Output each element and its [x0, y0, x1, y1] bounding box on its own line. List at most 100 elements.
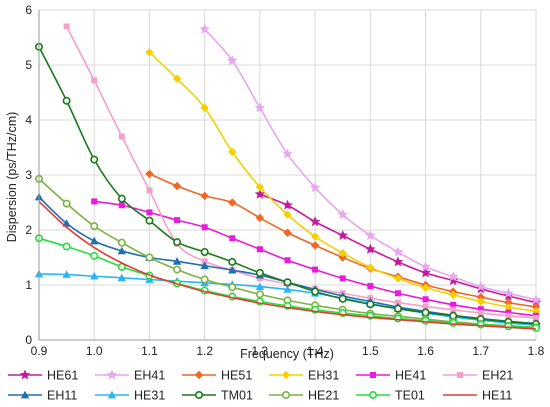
data-point-eh21 [450, 306, 457, 313]
data-point-he41 [312, 266, 319, 273]
y-axis-title: Dispersion (ps/THz/cm) [5, 112, 19, 243]
data-point-tm01 [90, 155, 99, 164]
legend-label: HE11 [482, 389, 512, 403]
data-point-eh41 [199, 23, 211, 34]
data-point-te01 [62, 242, 71, 251]
legend-item-eh41: EH41 [95, 369, 165, 383]
y-tick-label: 1 [25, 278, 32, 292]
data-point-tm01 [311, 287, 320, 296]
data-point-eh31 [476, 297, 485, 306]
legend-item-he31: HE31 [95, 389, 165, 403]
data-point-eh21 [422, 303, 429, 310]
data-point-eh31 [504, 302, 513, 312]
data-point-eh11 [90, 236, 99, 245]
data-point-eh41 [420, 261, 431, 272]
data-point-eh41 [337, 208, 349, 220]
data-point-he51 [228, 198, 237, 207]
legend-label: EH41 [134, 369, 165, 383]
x-tick-label: 1.7 [472, 344, 489, 358]
x-tick-label: 1.4 [307, 344, 324, 358]
data-point-he51 [283, 228, 292, 237]
data-point-te01 [476, 320, 485, 329]
data-point-te01 [504, 322, 513, 331]
data-point-he51 [200, 191, 209, 201]
data-point-eh11 [228, 265, 237, 274]
legend-label: HE41 [395, 369, 426, 383]
data-point-eh11 [172, 257, 182, 265]
legend-swatch-marker [194, 370, 204, 380]
data-point-eh31 [255, 182, 265, 192]
data-point-he41 [256, 246, 263, 253]
data-point-he21 [145, 253, 154, 262]
data-point-he51 [310, 241, 320, 250]
data-point-he61 [309, 216, 321, 227]
data-point-tm01 [255, 268, 264, 277]
data-point-eh21 [477, 310, 484, 317]
data-point-eh31 [145, 48, 154, 57]
legend-swatch-marker [281, 390, 290, 399]
legend-item-eh21: EH21 [443, 369, 513, 383]
x-tick-label: 1.8 [528, 344, 545, 358]
legend-item-te01: TE01 [356, 389, 425, 403]
legend-swatch-marker [195, 390, 204, 399]
series-he61 [254, 188, 542, 308]
data-point-he51 [476, 292, 485, 302]
data-point-he51 [145, 169, 154, 179]
data-point-eh31 [338, 248, 347, 258]
data-point-eh41 [364, 229, 376, 241]
y-tick-label: 5 [25, 58, 32, 72]
data-point-he61 [392, 256, 404, 267]
data-point-eh31 [448, 290, 458, 300]
x-tick-label: 1.1 [141, 344, 158, 358]
data-point-he51 [504, 298, 513, 307]
data-point-eh41 [502, 287, 514, 298]
data-point-eh21 [146, 187, 153, 194]
data-point-tm01 [200, 248, 209, 257]
y-tick-label: 0 [25, 333, 32, 347]
data-point-eh11 [117, 246, 127, 255]
data-point-he31 [255, 282, 265, 291]
data-point-he41 [367, 283, 374, 290]
y-tick-label: 4 [25, 113, 32, 127]
legend-swatch-marker [457, 372, 463, 378]
legend-swatch-marker [368, 390, 377, 399]
legend-label: TE01 [395, 389, 425, 403]
data-point-te01 [393, 314, 402, 323]
data-point-eh41 [309, 181, 321, 193]
data-point-he21 [90, 222, 99, 231]
data-point-he61 [447, 274, 459, 286]
legend-swatch-marker [370, 372, 376, 378]
y-tick-label: 3 [25, 168, 32, 182]
data-point-tm01 [393, 304, 402, 313]
data-point-tm01 [366, 300, 375, 309]
data-point-eh21 [201, 258, 208, 265]
legend-label: HE61 [47, 369, 78, 383]
x-tick-label: 1.6 [417, 344, 434, 358]
data-point-eh31 [172, 74, 182, 83]
data-point-eh41 [447, 271, 459, 282]
data-point-eh31 [283, 210, 292, 219]
data-point-tm01 [283, 278, 292, 287]
data-point-he61 [282, 199, 293, 210]
data-point-he41 [201, 224, 208, 231]
data-point-eh21 [63, 23, 70, 30]
data-point-eh21 [505, 312, 512, 319]
x-tick-label: 1.3 [252, 344, 269, 358]
data-point-he31 [90, 272, 99, 280]
legend-item-he21: HE21 [269, 389, 339, 403]
data-point-he51 [172, 181, 182, 191]
data-point-eh41 [475, 280, 487, 292]
y-tick-label: 6 [25, 3, 32, 17]
legend-label: EH21 [482, 369, 513, 383]
legend-swatch-marker [19, 369, 31, 380]
axes: 0.9 1.0 1.1 1.2 1.3 1.4 1.5 1.6 1.7 1.8 0 1 2 3 4 5 6 [25, 3, 544, 358]
data-point-he21 [200, 275, 209, 284]
data-point-eh11 [200, 261, 209, 270]
y-tick-label: 2 [25, 223, 32, 237]
data-point-eh21 [533, 315, 539, 321]
legend-item-he51: HE51 [182, 369, 252, 383]
data-point-eh41 [226, 54, 238, 66]
data-point-tm01 [338, 294, 347, 303]
data-point-he21 [62, 199, 71, 208]
